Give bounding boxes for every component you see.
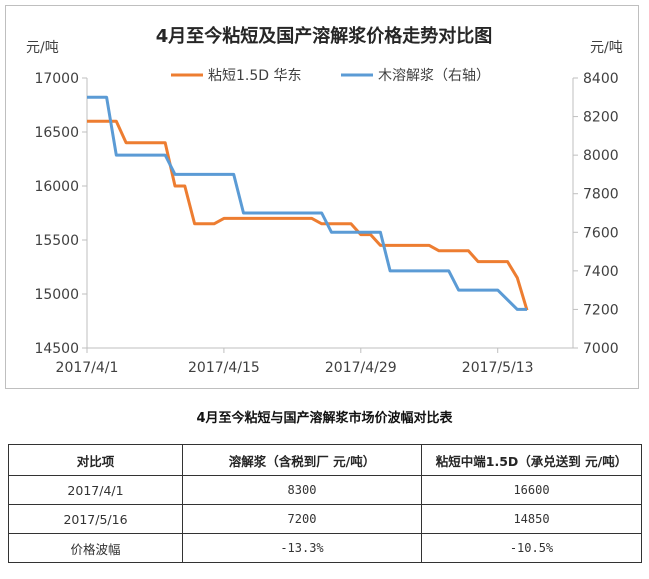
left-tick-label: 17000: [34, 71, 79, 87]
left-tick-label: 16000: [34, 179, 79, 195]
series-line-pulp: [87, 95, 527, 311]
left-unit-label: 元/吨: [26, 40, 59, 56]
cell-pulp-price: 7200: [182, 504, 422, 534]
series-lines: [86, 95, 529, 311]
table-row: 价格波幅 -13.3% -10.5%: [8, 533, 642, 563]
cell-pulp-price: 8300: [182, 475, 422, 505]
right-tick-label: 7400: [583, 264, 619, 280]
header-viscose-staple: 粘短中端1.5D（承兑送到 元/吨）: [421, 444, 642, 476]
right-unit-label: 元/吨: [590, 40, 623, 56]
row-label: 2017/5/16: [8, 504, 183, 534]
axes: 14500 15000 15500 16000 16500 17000 7000 7200 74…: [34, 71, 618, 376]
x-tick-label: 2017/5/13: [462, 360, 534, 376]
left-tick-label: 14500: [34, 341, 79, 357]
cell-viscose-price: 16600: [421, 475, 642, 505]
price-trend-chart: 4月至今粘短及国产溶解浆价格走势对比图 元/吨 元/吨 粘短1.5D 华东 木溶…: [26, 25, 623, 376]
left-tick-label: 15500: [34, 233, 79, 249]
x-tick-label: 2017/4/15: [188, 360, 260, 376]
table-row: 2017/5/16 7200 14850: [8, 504, 642, 534]
legend-label-pulp: 木溶解浆（右轴）: [378, 68, 490, 84]
legend-label-viscose: 粘短1.5D 华东: [208, 68, 302, 84]
right-tick-label: 7600: [583, 225, 619, 241]
x-tick-label: 2017/4/29: [325, 360, 397, 376]
table-header-row: 对比项 溶解浆（含税到厂 元/吨） 粘短中端1.5D（承兑送到 元/吨）: [8, 444, 642, 476]
cell-pulp-change: -13.3%: [182, 533, 422, 563]
legend: 粘短1.5D 华东 木溶解浆（右轴）: [171, 68, 490, 84]
right-tick-label: 8200: [583, 110, 619, 126]
series-line-viscose: [87, 119, 529, 311]
right-tick-label: 7000: [583, 341, 619, 357]
header-compare-item: 对比项: [8, 444, 183, 476]
right-tick-label: 8000: [583, 148, 619, 164]
table-row: 2017/4/1 8300 16600: [8, 475, 642, 505]
chart-title: 4月至今粘短及国产溶解浆价格走势对比图: [156, 25, 493, 47]
header-dissolving-pulp: 溶解浆（含税到厂 元/吨）: [182, 444, 422, 476]
right-tick-label: 8400: [583, 71, 619, 87]
cell-viscose-change: -10.5%: [421, 533, 642, 563]
right-tick-label: 7800: [583, 187, 619, 203]
comparison-table: 对比项 溶解浆（含税到厂 元/吨） 粘短中端1.5D（承兑送到 元/吨） 201…: [8, 444, 642, 563]
x-tick-label: 2017/4/1: [56, 360, 119, 376]
right-tick-label: 7200: [583, 302, 619, 318]
row-label: 2017/4/1: [8, 475, 183, 505]
left-tick-label: 16500: [34, 125, 79, 141]
table-title: 4月至今粘短与国产溶解浆市场价波幅对比表: [196, 411, 453, 426]
row-label: 价格波幅: [8, 533, 183, 563]
chart-frame: 4月至今粘短及国产溶解浆价格走势对比图 元/吨 元/吨 粘短1.5D 华东 木溶…: [5, 5, 639, 389]
cell-viscose-price: 14850: [421, 504, 642, 534]
left-tick-label: 15000: [34, 287, 79, 303]
